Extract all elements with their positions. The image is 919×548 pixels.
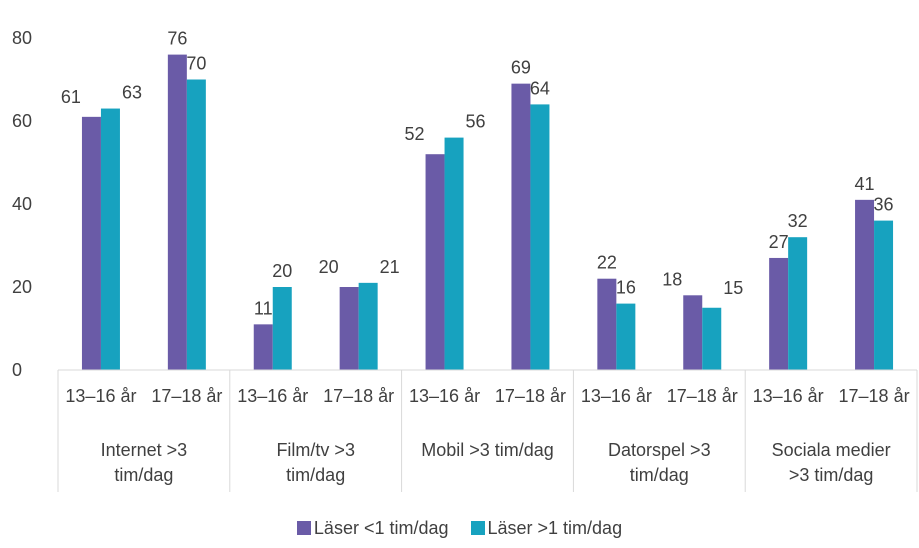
data-label: 11 [254, 298, 273, 318]
bar-series-1 [425, 154, 445, 370]
bar-series-1 [81, 116, 101, 370]
x-tick-label: 17–18 år [839, 386, 910, 406]
x-tick-label: 13–16 år [409, 386, 480, 406]
data-label: 32 [788, 211, 808, 231]
data-label: 52 [405, 124, 425, 144]
data-label: 69 [511, 58, 531, 78]
data-label: 63 [122, 83, 142, 103]
x-tick-label: 13–16 år [65, 386, 136, 406]
data-label: 16 [616, 278, 636, 298]
data-label: 15 [723, 278, 743, 298]
x-tick-label: 17–18 år [151, 386, 222, 406]
y-tick-label: 20 [12, 277, 32, 297]
bar-series-2 [874, 220, 894, 370]
data-label: 61 [61, 87, 81, 107]
x-tick-label: 13–16 år [753, 386, 824, 406]
bars [81, 54, 894, 371]
data-label: 27 [769, 232, 789, 252]
x-group-label: Internet >3 [101, 440, 188, 460]
x-group-label: Film/tv >3 [276, 440, 355, 460]
x-group-label: tim/dag [630, 465, 689, 485]
data-label: 76 [167, 29, 187, 49]
x-axis: 13–16 år 17–18 år 13–16 år 17–18 år 13–16 år… [57, 369, 918, 492]
y-tick-label: 80 [12, 28, 32, 48]
data-label: 41 [855, 174, 875, 194]
data-label: 70 [186, 54, 206, 74]
y-tick-label: 40 [12, 194, 32, 214]
data-label: 18 [662, 269, 682, 289]
bar-series-2 [616, 303, 636, 370]
legend-label-series-1: Läser <1 tim/dag [313, 518, 449, 538]
x-group-label: tim/dag [114, 465, 173, 485]
data-label: 20 [272, 261, 292, 281]
bar-series-1 [597, 278, 617, 370]
bar-series-2 [530, 104, 550, 371]
x-tick-label: 17–18 år [323, 386, 394, 406]
bar-series-1 [511, 83, 531, 371]
legend-swatch-series-2 [470, 521, 485, 535]
x-tick-label: 13–16 år [581, 386, 652, 406]
bar-series-2 [444, 137, 464, 370]
data-label: 36 [874, 195, 894, 215]
x-tick-label: 17–18 år [495, 386, 566, 406]
x-group-label: Datorspel >3 [608, 440, 711, 460]
bar-series-1 [855, 199, 875, 370]
x-group-label: Sociala medier [772, 440, 891, 460]
bar-series-2 [272, 287, 292, 370]
x-group-label: Mobil >3 tim/dag [421, 440, 554, 460]
bar-series-1 [683, 295, 703, 370]
y-axis: 0 20 40 60 80 [12, 28, 32, 380]
bar-series-2 [702, 307, 722, 370]
legend-swatch-series-1 [296, 521, 311, 535]
y-tick-label: 60 [12, 111, 32, 131]
bar-series-2 [186, 79, 206, 370]
bar-series-1 [339, 287, 359, 370]
legend-item-series-1: Läser <1 tim/dag [296, 518, 449, 538]
x-tick-label: 17–18 år [667, 386, 738, 406]
data-label: 20 [319, 257, 339, 277]
x-group-label: tim/dag [286, 465, 345, 485]
bar-series-2 [358, 282, 378, 370]
legend-label-series-2: Läser >1 tim/dag [487, 518, 623, 538]
y-tick-label: 0 [12, 360, 22, 380]
x-group-label: >3 tim/dag [789, 465, 874, 485]
legend: Läser <1 tim/dag Läser >1 tim/dag [0, 518, 919, 538]
data-label: 56 [466, 112, 486, 132]
x-tick-label: 13–16 år [237, 386, 308, 406]
bar-series-1 [769, 257, 789, 370]
bar-series-1 [167, 54, 187, 370]
bar-series-2 [100, 108, 120, 371]
bar-series-1 [253, 324, 273, 370]
data-label: 64 [530, 78, 550, 98]
legend-item-series-2: Läser >1 tim/dag [470, 518, 623, 538]
data-label: 21 [380, 257, 400, 277]
bar-series-2 [788, 237, 808, 370]
data-label: 22 [597, 253, 617, 273]
